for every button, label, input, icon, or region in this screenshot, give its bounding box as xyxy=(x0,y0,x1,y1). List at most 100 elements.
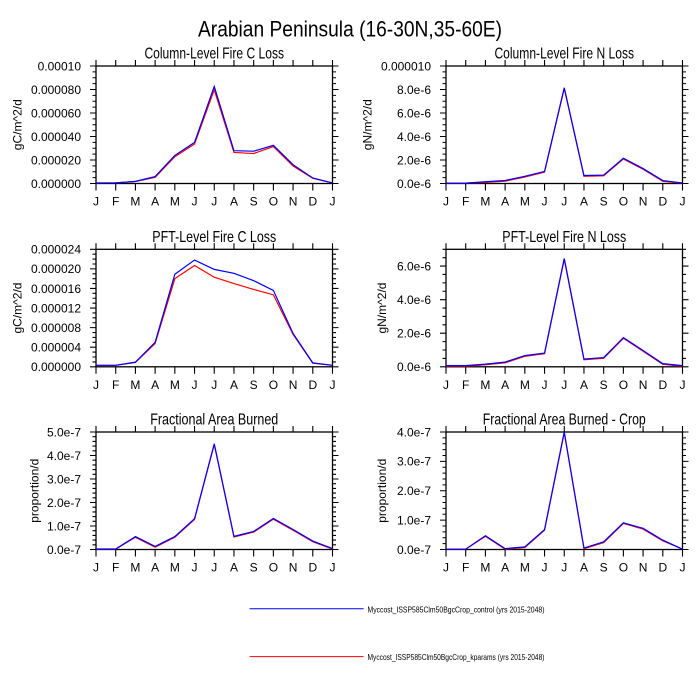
svg-text:N: N xyxy=(289,195,298,209)
svg-text:2.0e-6: 2.0e-6 xyxy=(397,153,431,167)
svg-text:0.000060: 0.000060 xyxy=(31,106,81,120)
svg-text:2.0e-7: 2.0e-7 xyxy=(47,496,81,510)
svg-text:M: M xyxy=(480,561,490,575)
svg-text:A: A xyxy=(580,195,588,209)
svg-text:M: M xyxy=(520,195,530,209)
svg-text:1.0e-7: 1.0e-7 xyxy=(47,519,81,533)
svg-text:M: M xyxy=(480,378,490,392)
svg-text:J: J xyxy=(561,561,567,575)
svg-text:M: M xyxy=(130,195,140,209)
svg-text:O: O xyxy=(619,561,628,575)
svg-text:Column-Level Fire N Loss: Column-Level Fire N Loss xyxy=(494,46,634,63)
svg-text:N: N xyxy=(639,561,648,575)
svg-text:0.000020: 0.000020 xyxy=(31,262,81,276)
svg-text:Column-Level Fire C Loss: Column-Level Fire C Loss xyxy=(144,46,284,63)
svg-text:F: F xyxy=(112,195,119,209)
svg-text:O: O xyxy=(269,561,278,575)
svg-text:J: J xyxy=(561,195,567,209)
svg-text:J: J xyxy=(93,195,99,209)
svg-text:Fractional Area Burned: Fractional Area Burned xyxy=(150,412,278,429)
svg-text:O: O xyxy=(619,378,628,392)
svg-text:0.0e-6: 0.0e-6 xyxy=(397,177,431,191)
svg-text:F: F xyxy=(112,561,119,575)
svg-text:S: S xyxy=(600,195,608,209)
svg-text:gC/m^2/d: gC/m^2/d xyxy=(11,283,25,334)
svg-text:N: N xyxy=(289,561,298,575)
svg-text:D: D xyxy=(658,378,667,392)
svg-text:D: D xyxy=(658,561,667,575)
svg-text:0.000010: 0.000010 xyxy=(381,59,431,73)
svg-text:J: J xyxy=(443,561,449,575)
svg-text:J: J xyxy=(542,561,548,575)
svg-text:N: N xyxy=(639,195,648,209)
svg-text:F: F xyxy=(462,195,469,209)
svg-text:8.0e-6: 8.0e-6 xyxy=(397,83,431,97)
svg-text:A: A xyxy=(151,561,159,575)
svg-text:S: S xyxy=(250,561,258,575)
svg-text:J: J xyxy=(680,378,686,392)
svg-text:A: A xyxy=(501,561,509,575)
svg-text:D: D xyxy=(308,195,317,209)
svg-text:2.0e-6: 2.0e-6 xyxy=(397,327,431,341)
svg-text:Myccost_ISSP585Clm50BgcCrop_co: Myccost_ISSP585Clm50BgcCrop_control (yrs… xyxy=(368,604,545,614)
svg-text:A: A xyxy=(151,195,159,209)
svg-text:A: A xyxy=(230,378,238,392)
svg-text:0.0e-7: 0.0e-7 xyxy=(47,543,81,557)
svg-text:F: F xyxy=(462,561,469,575)
svg-text:J: J xyxy=(680,561,686,575)
svg-text:M: M xyxy=(130,561,140,575)
svg-text:0.000000: 0.000000 xyxy=(31,360,81,374)
svg-text:J: J xyxy=(211,195,217,209)
svg-text:D: D xyxy=(658,195,667,209)
svg-text:0.000012: 0.000012 xyxy=(31,301,81,315)
svg-text:PFT-Level Fire C Loss: PFT-Level Fire C Loss xyxy=(152,229,276,246)
svg-text:proportion/d: proportion/d xyxy=(28,459,42,523)
svg-text:A: A xyxy=(501,195,509,209)
svg-text:M: M xyxy=(170,561,180,575)
svg-text:0.0e-6: 0.0e-6 xyxy=(397,360,431,374)
svg-text:0.00010: 0.00010 xyxy=(38,59,82,73)
svg-text:F: F xyxy=(112,378,119,392)
svg-text:J: J xyxy=(93,561,99,575)
svg-text:J: J xyxy=(93,378,99,392)
svg-text:proportion/d: proportion/d xyxy=(375,459,389,523)
svg-text:0.0e-7: 0.0e-7 xyxy=(397,543,431,557)
svg-text:A: A xyxy=(151,378,159,392)
svg-text:S: S xyxy=(250,195,258,209)
svg-text:J: J xyxy=(192,195,198,209)
svg-text:A: A xyxy=(230,195,238,209)
svg-text:J: J xyxy=(211,561,217,575)
svg-text:0.000020: 0.000020 xyxy=(31,153,81,167)
svg-text:6.0e-6: 6.0e-6 xyxy=(397,106,431,120)
svg-text:5.0e-7: 5.0e-7 xyxy=(47,425,81,439)
svg-text:3.0e-7: 3.0e-7 xyxy=(397,455,431,469)
svg-text:Myccost_ISSP585Clm50BgcCrop_kp: Myccost_ISSP585Clm50BgcCrop_kparams (yrs… xyxy=(368,652,545,662)
svg-text:4.0e-7: 4.0e-7 xyxy=(397,425,431,439)
svg-text:M: M xyxy=(170,378,180,392)
svg-text:M: M xyxy=(520,378,530,392)
svg-text:O: O xyxy=(269,195,278,209)
svg-text:0.000024: 0.000024 xyxy=(31,243,81,257)
svg-text:1.0e-7: 1.0e-7 xyxy=(397,513,431,527)
svg-text:J: J xyxy=(330,195,336,209)
svg-text:J: J xyxy=(561,378,567,392)
svg-text:0.000016: 0.000016 xyxy=(31,282,81,296)
svg-text:gC/m^2/d: gC/m^2/d xyxy=(11,99,25,150)
svg-text:J: J xyxy=(443,378,449,392)
svg-text:gN/m^2/d: gN/m^2/d xyxy=(361,99,375,150)
svg-text:0.000080: 0.000080 xyxy=(31,83,81,97)
svg-text:A: A xyxy=(580,561,588,575)
svg-text:0.000008: 0.000008 xyxy=(31,321,81,335)
svg-text:A: A xyxy=(501,378,509,392)
svg-text:0.000004: 0.000004 xyxy=(31,341,81,355)
svg-text:J: J xyxy=(443,195,449,209)
svg-text:2.0e-7: 2.0e-7 xyxy=(397,484,431,498)
svg-text:Arabian Peninsula (16-30N,35-6: Arabian Peninsula (16-30N,35-60E) xyxy=(198,17,502,42)
svg-text:3.0e-7: 3.0e-7 xyxy=(47,472,81,486)
svg-text:D: D xyxy=(308,561,317,575)
svg-text:M: M xyxy=(480,195,490,209)
svg-text:0.000040: 0.000040 xyxy=(31,130,81,144)
svg-text:N: N xyxy=(639,378,648,392)
svg-text:M: M xyxy=(170,195,180,209)
svg-text:D: D xyxy=(308,378,317,392)
